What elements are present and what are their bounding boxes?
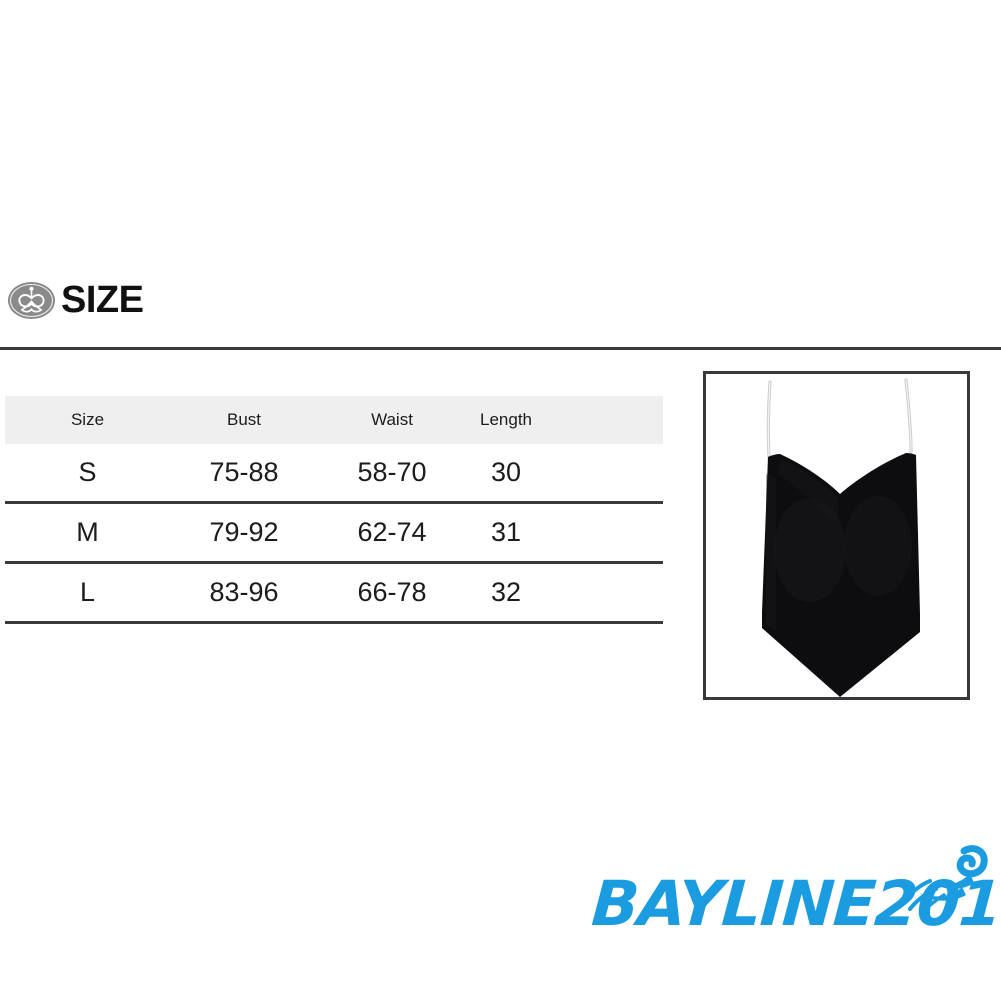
cell-size: L <box>5 562 170 624</box>
cell-size: M <box>5 502 170 564</box>
cell-length: 31 <box>466 502 663 564</box>
cell-bust: 83-96 <box>170 562 318 624</box>
size-chart-table: Size Bust Waist Length S 75-88 58-70 30 … <box>5 396 663 624</box>
table-row: M 79-92 62-74 31 <box>5 502 663 564</box>
page-title: SIZE <box>61 279 144 321</box>
column-header-length: Length <box>466 396 663 444</box>
column-header-waist: Waist <box>318 396 466 444</box>
cell-length: 32 <box>466 562 663 624</box>
cell-size: S <box>5 444 170 504</box>
ornate-knot-emblem-icon <box>8 281 55 319</box>
cell-waist: 66-78 <box>318 562 466 624</box>
column-header-size: Size <box>5 396 170 444</box>
table-header-row: Size Bust Waist Length <box>5 396 663 444</box>
product-photo-black-camisole <box>706 374 967 697</box>
table-row: S 75-88 58-70 30 <box>5 444 663 504</box>
column-header-bust: Bust <box>170 396 318 444</box>
cell-waist: 62-74 <box>318 502 466 564</box>
wave-swirl-icon <box>902 845 988 915</box>
cell-bust: 79-92 <box>170 502 318 564</box>
watermark: BAYLINE2019 <box>589 843 1001 951</box>
section-divider <box>0 347 1001 350</box>
product-image-frame <box>703 371 970 700</box>
table-row: L 83-96 66-78 32 <box>5 562 663 624</box>
cell-length: 30 <box>466 444 663 504</box>
size-heading: SIZE <box>8 279 144 321</box>
cell-bust: 75-88 <box>170 444 318 504</box>
cell-waist: 58-70 <box>318 444 466 504</box>
watermark-text: BAYLINE2019 <box>589 867 1001 940</box>
